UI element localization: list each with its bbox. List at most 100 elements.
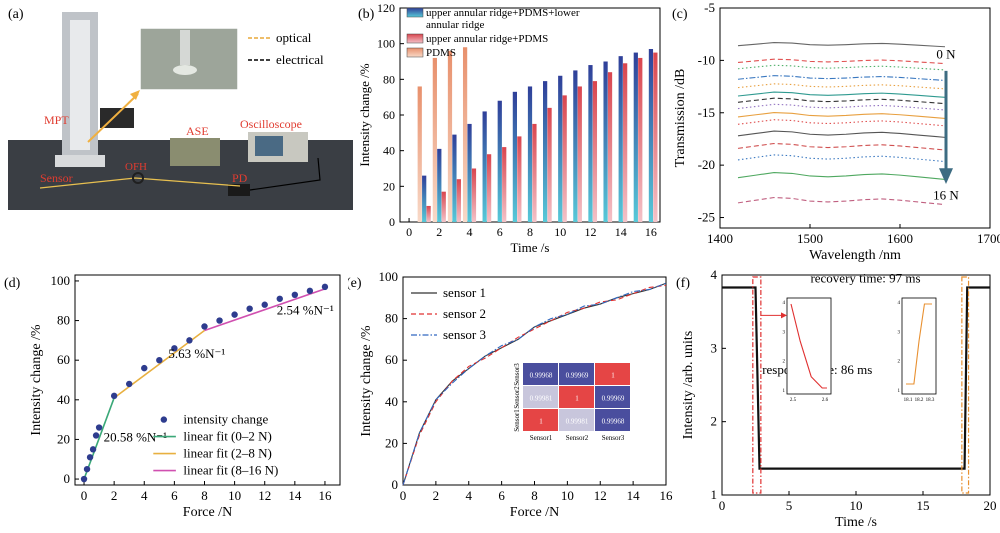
x-tick-label: 10 [561,488,574,503]
data-point [80,475,88,483]
inset-response-xtick: 2.6 [822,398,829,403]
bar-upper [547,107,552,222]
x-tick-label: 6 [498,488,505,503]
plot-frame [721,274,991,496]
x-tick-label: 1600 [887,231,913,246]
line-chart-c: 1400 1500 1600 1700 -25 -20 -15 -10 -5 Wavelength… [672,0,1000,262]
legend-label: linear fit (8–16 N) [183,463,278,478]
x-tick-label: 0 [719,498,726,513]
heatmap-col-label: Sensor3 [602,434,625,442]
legend-swatch [406,33,424,44]
x-tick-label: 12 [258,488,271,503]
y-axis-label: Intensity /arb. units [681,331,696,440]
x-tick-label: 5 [786,498,793,513]
y-tick-label: -15 [698,105,715,120]
x-tick-label: 8 [531,488,538,503]
x-tick-label: 0 [400,488,407,503]
x-tick-label: 15 [917,498,930,513]
inset-response-ytick: 3 [783,330,786,335]
bar-upper [592,81,598,222]
panel-f-response-chart: 0 5 10 15 20 1 2 3 4 Time /s Intensity /arb. units… [672,265,1000,533]
heatmap-cell [559,386,594,408]
spectrum-curve [737,97,946,105]
data-point [171,345,178,352]
bar-upper [456,179,461,222]
data-point [92,432,100,439]
spectrum-curve [737,58,946,65]
y-tick-label: -5 [704,0,715,15]
spectrum-curve [737,112,946,119]
y-axis-label: Intensity change /% [29,324,44,436]
x-tick-label: 16 [318,488,332,503]
inset-response-ytick: 1 [783,389,786,394]
bar-upper [638,57,643,222]
legend-label: linear fit (2–8 N) [183,446,271,461]
panel-label-e: (e) [348,276,362,291]
inset-recovery-ytick: 2 [898,360,901,365]
data-point [291,291,299,299]
x-tick-label: 10 [850,498,863,513]
data-point [276,295,283,302]
legend-marker [160,416,168,423]
inset-recovery-ytick: 4 [898,301,901,306]
sensor-pad [173,65,197,75]
x-tick-label: 20 [984,498,997,513]
y-tick-label: 100 [51,273,71,288]
x-tick-label: 10 [554,225,566,239]
y-tick-label: 100 [379,269,399,284]
bar-upper [558,75,563,223]
heatmap-cell [559,363,594,385]
heatmap-cell [523,409,558,431]
heatmap-row-label: Sensor1 [513,409,521,432]
bar-upper [486,154,492,222]
bar-upper [527,86,533,222]
heatmap-col-label: Sensor2 [566,434,589,442]
data-point [156,356,163,364]
recovery-annotation: recovery time: 97 ms [810,270,920,285]
x-tick-label: 1500 [797,231,823,246]
y-tick-label: 0 [392,477,399,492]
response-window [752,276,762,494]
x-tick-label: 8 [201,488,208,503]
data-point [126,380,133,388]
bar-upper [502,147,507,222]
setup-photo: optical electrical (a) MPT OFH ASE Oscil… [8,7,353,210]
y-tick-label: 80 [383,72,395,86]
x-tick-label: 2 [436,225,442,239]
heatmap-value: 1 [575,395,579,403]
data-point [231,311,238,318]
label-ase: ASE [186,124,209,138]
heatmap-row-label: Sensor2 [513,386,521,409]
bar-upper [441,191,446,222]
plot-frame [74,274,341,486]
ase-device [170,138,220,166]
y-tick-label: 60 [57,352,70,367]
line-chart-f: 0 5 10 15 20 1 2 3 4 Time /s Intensity /arb. units… [676,267,997,530]
inset-recovery-xtick: 18.2 [915,398,924,403]
y-tick-label: 0 [64,471,71,486]
x-tick-label: 1700 [977,231,1000,246]
bar-pdms [462,47,468,222]
zoom-arrowhead [130,90,140,100]
legend-label: intensity change [183,412,268,427]
bar-upper [471,168,477,222]
x-axis-label: Time /s [511,240,550,255]
label-pd: PD [232,171,248,185]
inset-recovery-trace [906,303,932,385]
y-tick-label: 40 [383,144,395,158]
y-axis-label: Transmission /dB [673,69,688,168]
bar-upper [543,81,548,222]
panel-d-fit-chart: 0 2 4 6 8 10 12 14 16 0 20 40 60 80 100 Force /N Intensi… [0,265,355,533]
panel-label-d: (d) [4,276,21,291]
bar-upper [588,65,593,222]
y-tick-label: -10 [698,52,715,67]
y-tick-label: 20 [383,179,395,193]
spectrum-curve [737,42,946,48]
heatmap-value: 0.99981 [530,395,553,403]
x-tick-label: 14 [627,488,641,503]
data-point [321,283,329,291]
legend-label: PDMS [426,47,456,59]
zoom-arrow [87,93,139,143]
panel-c-transmission-chart: 1400 1500 1600 1700 -25 -20 -15 -10 -5 Wavelength… [668,0,1000,262]
legend-swatch [406,47,424,58]
